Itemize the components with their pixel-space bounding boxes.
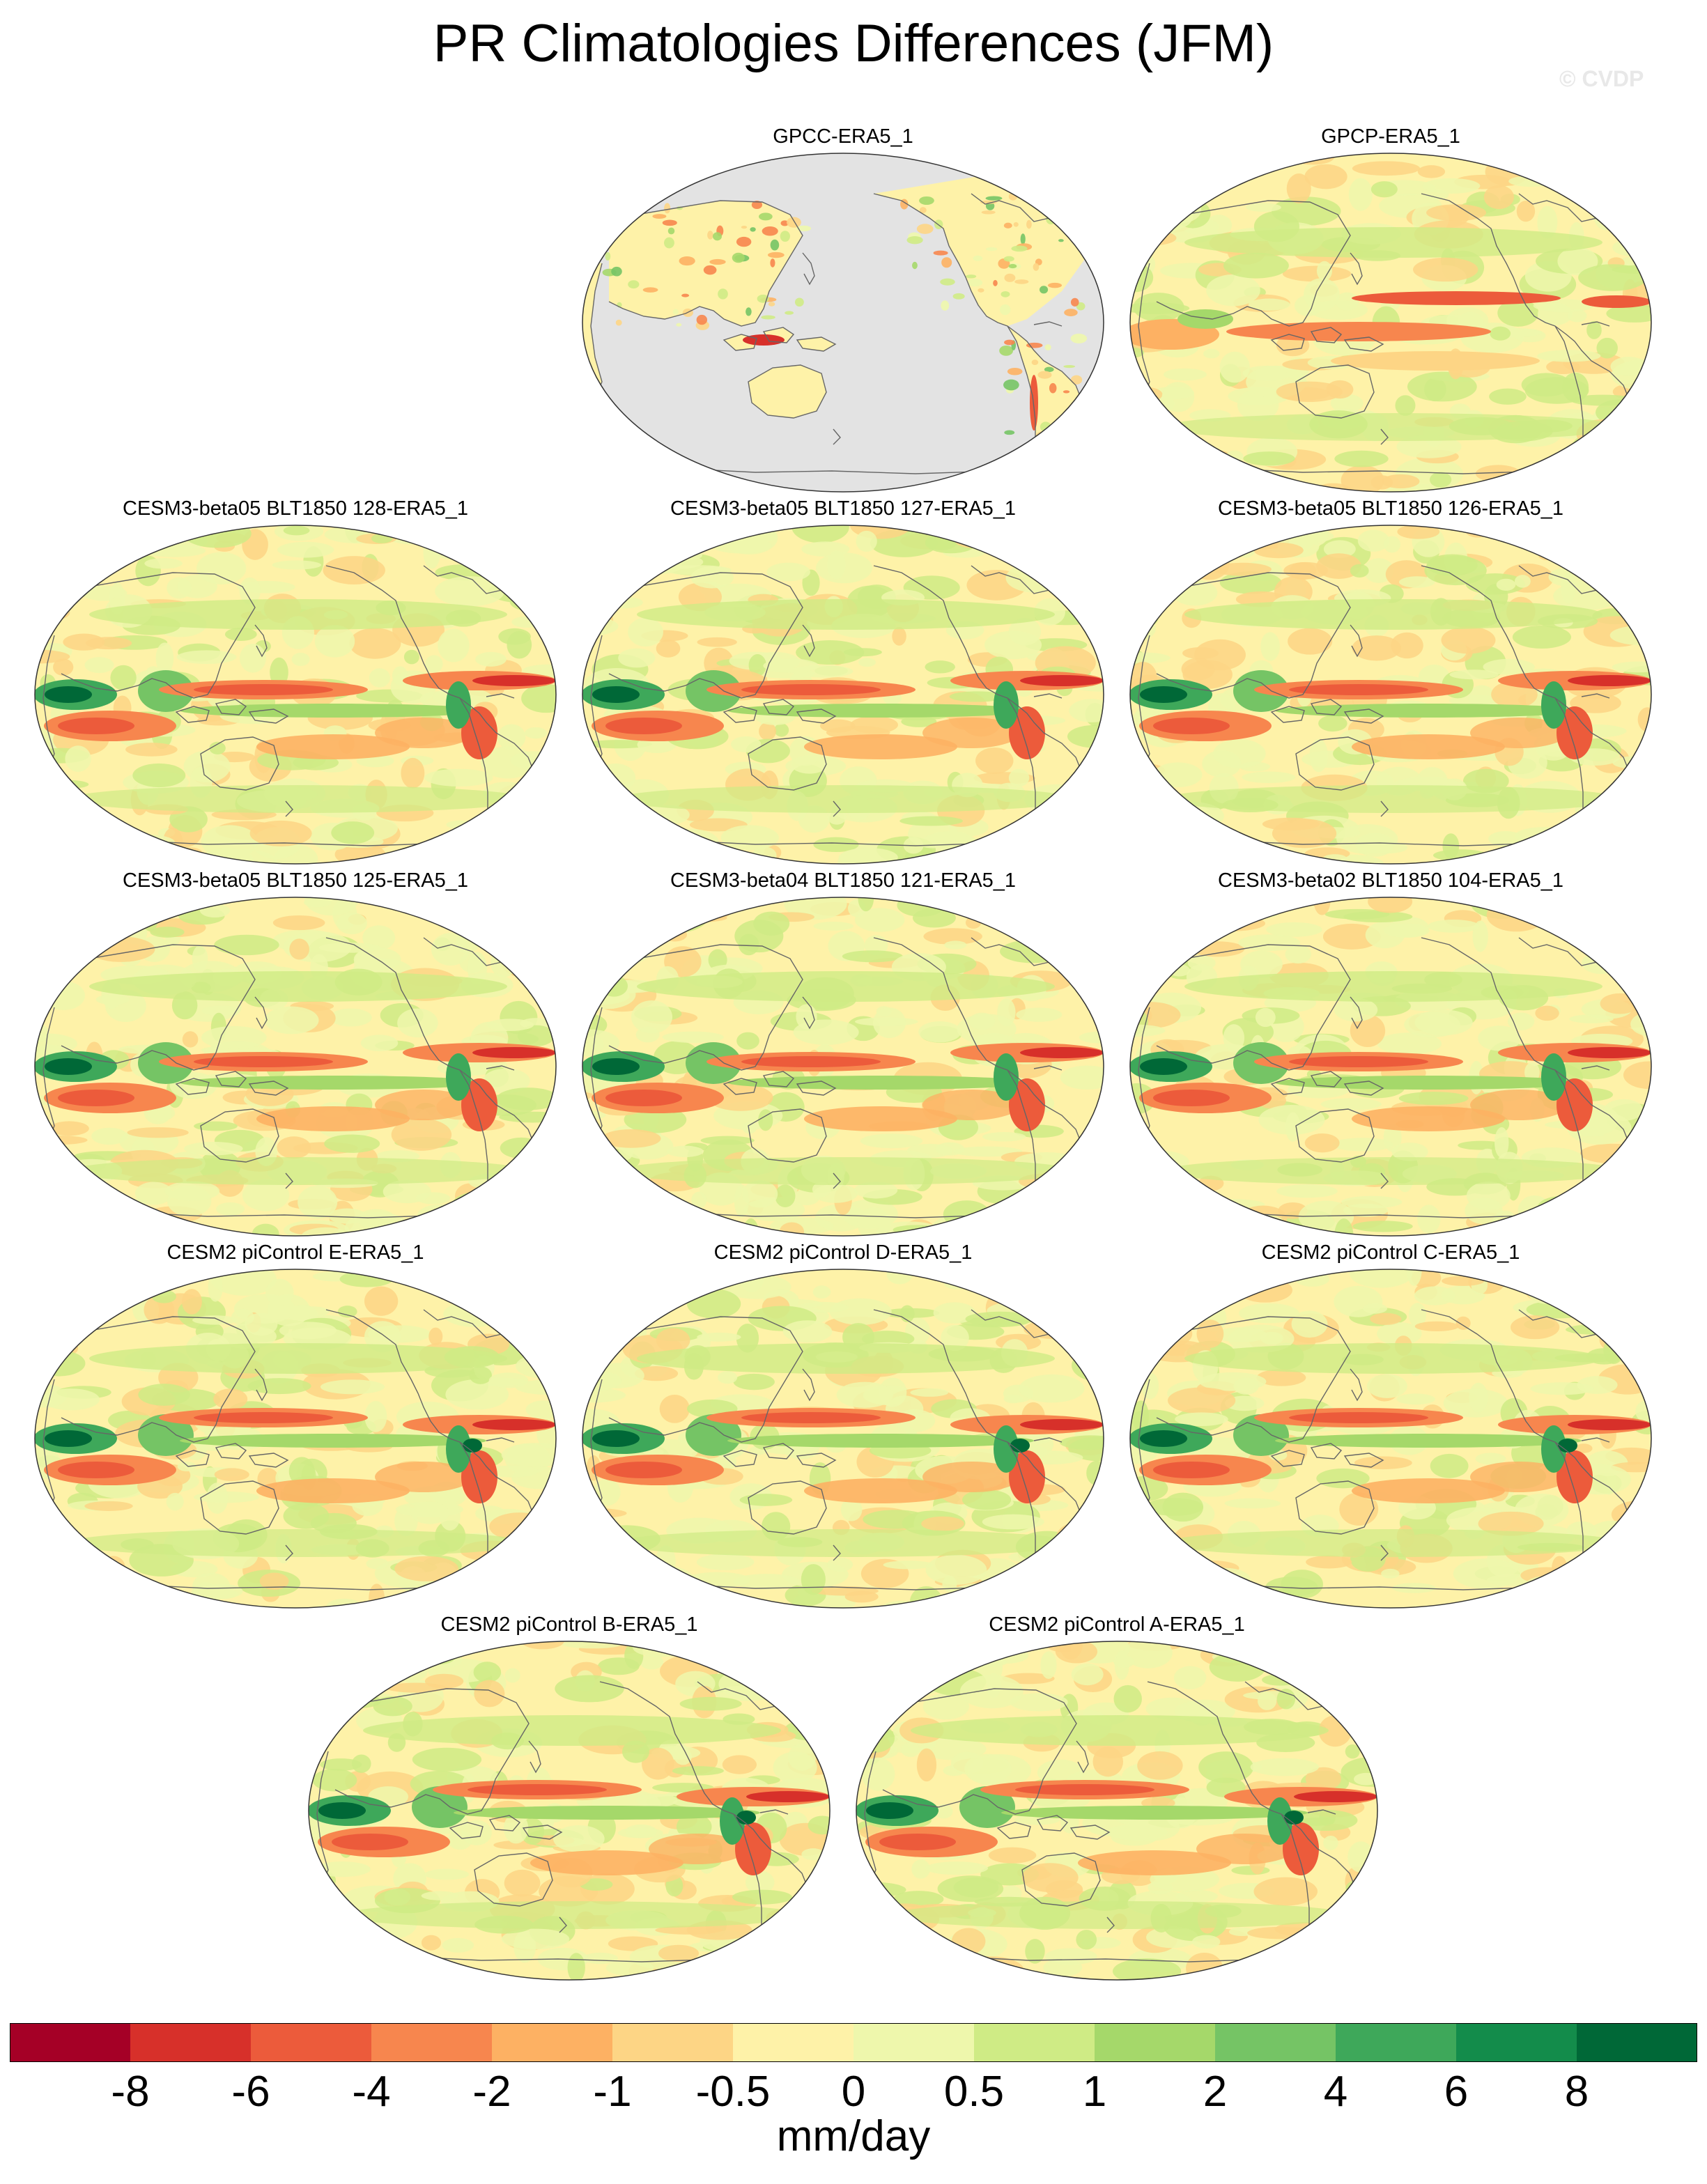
map-panel: CESM3-beta05 BLT1850 126-ERA5_1 [1119,496,1662,872]
panel-title: CESM3-beta05 BLT1850 128-ERA5_1 [123,497,468,520]
colorbar-swatch [371,2023,493,2062]
colorbar-tick-label: 4 [1323,2068,1348,2116]
page-title: PR Climatologies Differences (JFM) [433,14,1274,73]
colorbar-tick-label: 0.5 [943,2068,1005,2116]
panel-title: CESM2 piControl D-ERA5_1 [713,1241,973,1264]
precip-difference-map [582,1269,1104,1609]
precip-difference-map [582,525,1104,865]
map-panel: CESM3-beta02 BLT1850 104-ERA5_1 [1119,868,1662,1244]
panel-title: CESM3-beta04 BLT1850 121-ERA5_1 [670,869,1016,892]
colorbar-tick-label: 8 [1564,2068,1589,2116]
precip-difference-map [1129,153,1652,493]
colorbar-tick-label: -6 [231,2068,270,2116]
panel-title: CESM3-beta05 BLT1850 125-ERA5_1 [123,869,468,892]
map-panel: CESM2 piControl A-ERA5_1 [845,1612,1389,1988]
precip-difference-map [308,1641,831,1981]
colorbar-units: mm/day [776,2112,931,2160]
panel-title: CESM2 piControl C-ERA5_1 [1261,1241,1520,1264]
precip-difference-map [34,525,557,865]
precip-difference-map [1129,897,1652,1237]
colorbar-tick-label: 2 [1203,2068,1228,2116]
colorbar [10,2023,1698,2062]
map-panel: CESM3-beta05 BLT1850 127-ERA5_1 [571,496,1115,872]
panel-title: CESM3-beta05 BLT1850 127-ERA5_1 [670,497,1016,520]
colorbar-swatch [130,2023,252,2062]
colorbar-tick-label: 6 [1444,2068,1469,2116]
precip-difference-map [1129,525,1652,865]
panel-title: GPCP-ERA5_1 [1321,125,1460,148]
precip-difference-map [582,897,1104,1237]
map-panel: CESM3-beta04 BLT1850 121-ERA5_1 [571,868,1115,1244]
precip-difference-map [856,1641,1378,1981]
colorbar-tick-label: -4 [352,2068,391,2116]
map-panel: CESM2 piControl C-ERA5_1 [1119,1240,1662,1616]
colorbar-swatch [974,2023,1095,2062]
colorbar-swatch [612,2023,734,2062]
map-panel: CESM2 piControl D-ERA5_1 [571,1240,1115,1616]
colorbar-swatch [1336,2023,1457,2062]
panel-title: CESM2 piControl E-ERA5_1 [167,1241,424,1264]
colorbar-swatch [1215,2023,1336,2062]
precip-difference-map [34,1269,557,1609]
panel-title: CESM2 piControl A-ERA5_1 [989,1613,1245,1636]
map-panel: CESM2 piControl E-ERA5_1 [24,1240,567,1616]
precip-difference-map [582,153,1104,493]
map-panel: CESM3-beta05 BLT1850 125-ERA5_1 [24,868,567,1244]
colorbar-swatch [251,2023,372,2062]
panel-title: GPCC-ERA5_1 [773,125,913,148]
map-panel: CESM2 piControl B-ERA5_1 [298,1612,841,1988]
precip-difference-map [34,897,557,1237]
colorbar-tick-label: 0 [841,2068,866,2116]
panel-title: CESM2 piControl B-ERA5_1 [440,1613,698,1636]
colorbar-swatch [1095,2023,1216,2062]
watermark: © CVDP [1559,66,1644,91]
map-panel: GPCP-ERA5_1 [1119,124,1662,500]
panel-title: CESM3-beta05 BLT1850 126-ERA5_1 [1218,497,1563,520]
colorbar-swatch [1577,2023,1698,2062]
colorbar-swatch [854,2023,975,2062]
map-panel: CESM3-beta05 BLT1850 128-ERA5_1 [24,496,567,872]
colorbar-tick-label: -1 [593,2068,632,2116]
panel-title: CESM3-beta02 BLT1850 104-ERA5_1 [1218,869,1563,892]
map-panel: GPCC-ERA5_1 [571,124,1115,500]
colorbar-tick-label: -8 [111,2068,150,2116]
colorbar-swatch [1456,2023,1577,2062]
colorbar-tick-label: -2 [472,2068,511,2116]
colorbar-tick-label: -0.5 [695,2068,771,2116]
precip-difference-map [1129,1269,1652,1609]
colorbar-swatch [492,2023,613,2062]
colorbar-swatch [733,2023,854,2062]
colorbar-tick-label: 1 [1082,2068,1107,2116]
colorbar-swatch [10,2023,131,2062]
